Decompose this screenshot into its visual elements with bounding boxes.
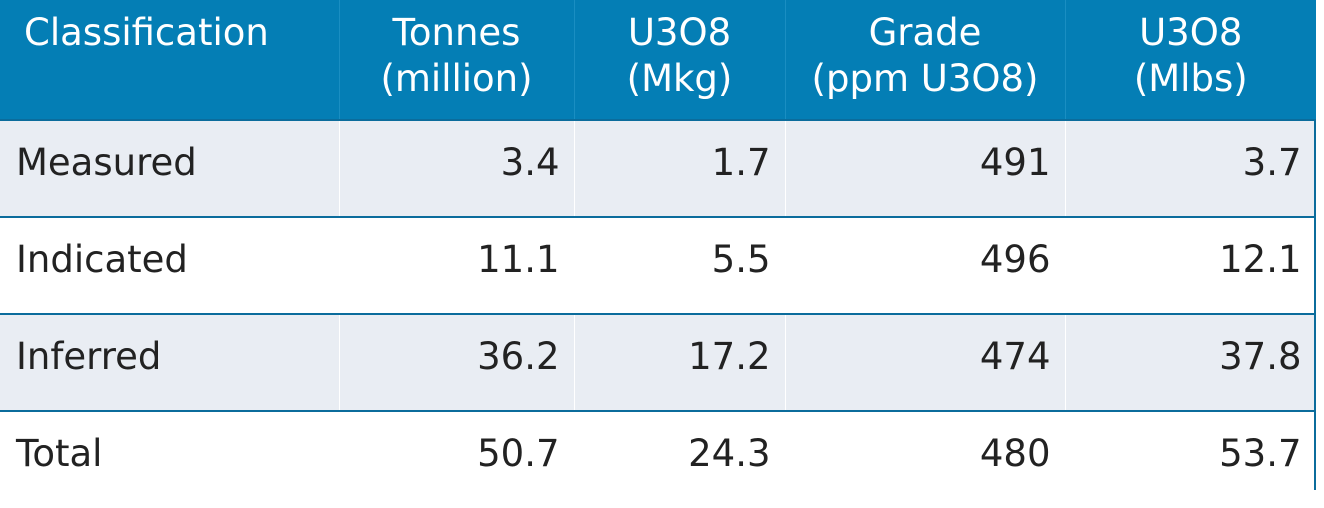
table-header: Classification Tonnes (million) U3O8 (Mk… bbox=[0, 0, 1316, 120]
header-u3o8-mkg-line1: U3O8 bbox=[627, 11, 732, 54]
cell-tonnes: 11.1 bbox=[339, 216, 575, 314]
cell-grade: 491 bbox=[785, 119, 1066, 217]
header-u3o8-mkg-line2: (Mkg) bbox=[626, 57, 733, 100]
table-row: Measured 3.4 1.7 491 3.7 bbox=[0, 119, 1317, 217]
header-u3o8-mlbs-line2: (Mlbs) bbox=[1133, 57, 1248, 100]
header-grade-line1: Grade bbox=[868, 11, 982, 54]
cell-u3o8-mkg: 1.7 bbox=[574, 119, 786, 217]
header-tonnes-line1: Tonnes bbox=[392, 11, 521, 54]
header-row: Classification Tonnes (million) U3O8 (Mk… bbox=[0, 0, 1316, 120]
cell-tonnes: 50.7 bbox=[339, 410, 575, 508]
cell-u3o8-mkg: 5.5 bbox=[574, 216, 786, 314]
cell-u3o8-mlbs: 12.1 bbox=[1065, 216, 1317, 314]
table-body: Measured 3.4 1.7 491 3.7 Indicated 11.1 … bbox=[0, 119, 1317, 508]
cell-tonnes: 36.2 bbox=[339, 313, 575, 411]
header-grade-line2: (ppm U3O8) bbox=[811, 57, 1039, 100]
table-row: Indicated 11.1 5.5 496 12.1 bbox=[0, 216, 1317, 314]
cell-classification: Measured bbox=[0, 119, 340, 217]
table-row: Total 50.7 24.3 480 53.7 bbox=[0, 410, 1317, 508]
header-u3o8-mkg: U3O8 (Mkg) bbox=[574, 0, 786, 120]
cell-u3o8-mkg: 24.3 bbox=[574, 410, 786, 508]
cell-classification: Total bbox=[0, 410, 340, 508]
cell-u3o8-mlbs: 53.7 bbox=[1065, 410, 1317, 508]
header-tonnes-line2: (million) bbox=[380, 57, 533, 100]
header-classification: Classification bbox=[0, 0, 340, 120]
cell-grade: 480 bbox=[785, 410, 1066, 508]
cell-tonnes: 3.4 bbox=[339, 119, 575, 217]
header-grade: Grade (ppm U3O8) bbox=[785, 0, 1066, 120]
cell-u3o8-mlbs: 37.8 bbox=[1065, 313, 1317, 411]
cell-grade: 474 bbox=[785, 313, 1066, 411]
cell-u3o8-mlbs: 3.7 bbox=[1065, 119, 1317, 217]
cell-classification: Inferred bbox=[0, 313, 340, 411]
cell-u3o8-mkg: 17.2 bbox=[574, 313, 786, 411]
header-tonnes: Tonnes (million) bbox=[339, 0, 575, 120]
page-edge bbox=[1316, 0, 1324, 490]
table-right-border bbox=[1314, 120, 1316, 490]
header-u3o8-mlbs-line1: U3O8 bbox=[1139, 11, 1243, 54]
cell-grade: 496 bbox=[785, 216, 1066, 314]
table-row: Inferred 36.2 17.2 474 37.8 bbox=[0, 313, 1317, 411]
header-classification-line1: Classification bbox=[24, 11, 269, 54]
cell-classification: Indicated bbox=[0, 216, 340, 314]
header-u3o8-mlbs: U3O8 (Mlbs) bbox=[1065, 0, 1316, 120]
